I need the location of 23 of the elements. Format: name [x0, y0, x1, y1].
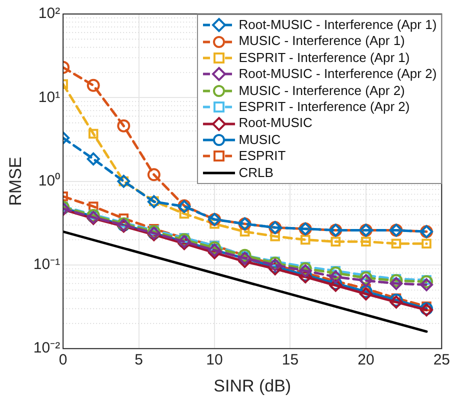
x-tick-label: 5: [134, 352, 143, 369]
legend-label: Root-MUSIC - Interference (Apr 2): [238, 66, 437, 83]
y-tick-label: 10¹: [38, 88, 60, 106]
legend-label: CRLB: [238, 164, 274, 182]
y-tick-label: 10⁰: [38, 172, 60, 190]
y-tick-label: 10⁻¹: [33, 256, 60, 274]
legend-label: Root-MUSIC: [238, 115, 312, 132]
y-axis-title: RMSE: [6, 156, 25, 206]
legend-label: MUSIC: [238, 132, 281, 148]
legend-label: ESPRIT - Interference (Apr 1): [238, 50, 410, 66]
x-tick-label: 15: [282, 352, 299, 369]
x-tick-label: 25: [433, 352, 450, 369]
x-axis-title: SINR (dB): [214, 376, 292, 396]
legend-label: ESPRIT: [238, 148, 286, 165]
legend-label: MUSIC - Interference (Apr 1): [238, 33, 405, 50]
legend-label: Root-MUSIC - Interference (Apr 1): [238, 17, 437, 34]
x-tick-label: 20: [358, 352, 374, 369]
x-tick-label: 10: [206, 352, 223, 369]
x-tick-label: 0: [58, 352, 68, 369]
y-tick-label: 10⁻²: [33, 340, 60, 357]
legend-label: MUSIC - Interference (Apr 2): [238, 82, 405, 100]
legend-label: ESPRIT - Interference (Apr 2): [238, 99, 410, 116]
y-tick-label: 10²: [38, 5, 60, 22]
